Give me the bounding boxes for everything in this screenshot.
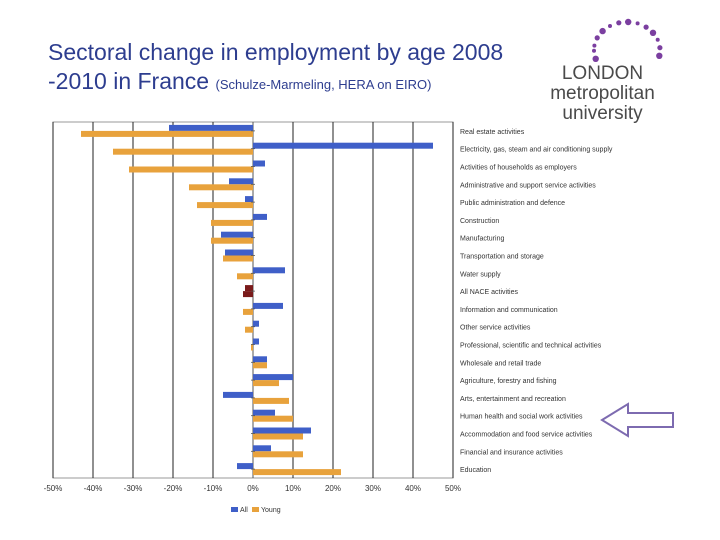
bar-all	[253, 338, 259, 345]
category-label: Administrative and support service activ…	[460, 182, 596, 189]
category-label: Public administration and defence	[460, 200, 565, 207]
logo-dot	[608, 24, 612, 28]
bar-young	[251, 344, 253, 351]
x-tick-label: 30%	[365, 484, 381, 493]
logo-dot	[594, 35, 600, 41]
bar-young	[81, 130, 253, 137]
category-label: Manufacturing	[460, 236, 504, 243]
logo-dot	[635, 21, 640, 26]
bar-young	[237, 273, 253, 280]
category-label: Human health and social work activities	[460, 414, 583, 421]
bar-young	[253, 362, 267, 369]
bar-young	[211, 237, 253, 244]
category-label: Information and communication	[460, 307, 558, 314]
category-label: Professional, scientific and technical a…	[460, 343, 602, 350]
bar-all	[253, 302, 283, 309]
category-label: Other service activities	[460, 325, 531, 332]
x-tick-label: -40%	[84, 484, 103, 493]
category-label: Electricity, gas, steam and air conditio…	[460, 147, 613, 154]
bar-all	[245, 285, 253, 292]
slide-title: Sectoral change in employment by age 200…	[48, 38, 548, 99]
bar-young	[243, 291, 253, 298]
bar-all	[253, 213, 267, 220]
bar-all	[245, 196, 253, 203]
category-label: Financial and insurance activities	[460, 449, 563, 456]
x-tick-label: 20%	[325, 484, 341, 493]
category-label: Real estate activities	[460, 129, 525, 136]
bar-all	[253, 142, 433, 149]
category-label: Transportation and storage	[460, 254, 544, 261]
category-label: Accommodation and food service activitie…	[460, 432, 593, 439]
logo-dot	[592, 55, 599, 62]
logo-dots-icon	[592, 18, 663, 62]
bar-all	[253, 356, 267, 363]
logo-dot	[656, 52, 663, 59]
logo-dot	[625, 18, 632, 26]
bar-young	[253, 380, 279, 387]
bar-young	[245, 326, 253, 333]
logo-dot	[592, 48, 596, 53]
logo-dot	[599, 27, 606, 35]
x-tick-label: -10%	[204, 484, 223, 493]
category-label: Water supply	[460, 271, 501, 278]
legend-label-young: Young	[261, 507, 281, 514]
legend-swatch-young	[252, 507, 259, 512]
x-tick-label: 10%	[285, 484, 301, 493]
bar-young	[129, 166, 253, 173]
bar-all	[229, 178, 253, 185]
x-tick-label: 50%	[445, 484, 461, 493]
category-label: Construction	[460, 218, 499, 225]
bar-young	[253, 433, 303, 440]
x-tick-label: -50%	[44, 484, 63, 493]
bar-young	[253, 415, 293, 422]
highlight-arrow-icon	[600, 402, 674, 438]
x-tick-label: -20%	[164, 484, 183, 493]
bar-all	[225, 249, 253, 256]
x-tick-label: 40%	[405, 484, 421, 493]
bar-young	[243, 308, 253, 315]
legend-label-all: All	[240, 507, 248, 514]
title-main: Sectoral change in employment by age 200…	[48, 39, 504, 94]
logo-dot	[649, 29, 657, 36]
logo-line-1: LONDON	[561, 63, 644, 84]
bar-all	[253, 160, 265, 167]
category-label: Activities of households as employers	[460, 165, 577, 172]
logo-dot	[592, 43, 597, 48]
category-label: Education	[460, 467, 491, 474]
bar-all	[253, 374, 293, 381]
bar-all	[169, 124, 253, 131]
category-label: Agriculture, forestry and fishing	[460, 378, 557, 385]
bar-all	[221, 231, 253, 238]
title-source: (Schulze-Marmeling, HERA on EIRO)	[215, 77, 432, 92]
bar-all	[237, 463, 253, 470]
x-tick-label: -30%	[124, 484, 143, 493]
logo-dot	[616, 20, 622, 26]
bar-all	[253, 445, 271, 452]
bar-all	[253, 427, 311, 434]
bar-young	[253, 397, 289, 404]
x-tick-label: 0%	[247, 484, 259, 493]
logo-line-3: university	[562, 103, 643, 124]
bar-young	[223, 255, 253, 262]
logo-dot	[655, 37, 660, 42]
legend-swatch-all	[231, 507, 238, 512]
logo-line-2: metropolitan	[550, 83, 655, 104]
category-label: Arts, entertainment and recreation	[460, 396, 566, 403]
bar-young	[113, 148, 253, 155]
bar-all	[223, 391, 253, 398]
bar-young	[197, 202, 253, 209]
logo-dot	[643, 24, 649, 30]
category-label: All NACE activities	[460, 289, 518, 296]
bar-all	[253, 267, 285, 274]
category-label: Wholesale and retail trade	[460, 360, 541, 367]
bar-young	[253, 469, 341, 476]
bar-young	[211, 219, 253, 226]
logo-dot	[657, 45, 663, 51]
bar-all	[253, 320, 259, 327]
bar-young	[253, 451, 303, 458]
bar-young	[189, 184, 253, 191]
bar-all	[253, 409, 275, 416]
